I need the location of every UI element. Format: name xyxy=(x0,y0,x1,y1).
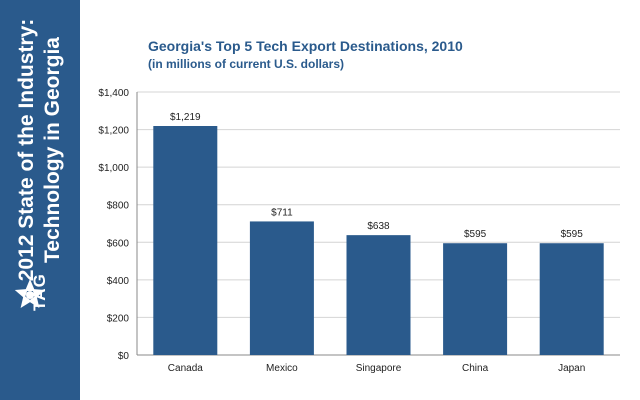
x-tick-label: China xyxy=(462,363,489,374)
chart-title: Georgia's Top 5 Tech Export Destinations… xyxy=(148,38,463,54)
data-label: $638 xyxy=(367,221,390,232)
sidebar: 2012 State of the Industry: Technology i… xyxy=(0,0,80,400)
bar xyxy=(249,221,314,355)
chart-subtitle: (in millions of current U.S. dollars) xyxy=(148,57,345,71)
data-label: $595 xyxy=(464,229,487,240)
y-tick-label: $400 xyxy=(107,276,130,287)
y-tick-label: $200 xyxy=(107,313,130,324)
x-tick-label: Mexico xyxy=(266,363,298,374)
bar xyxy=(539,243,604,355)
data-label: $1,219 xyxy=(170,112,201,123)
bar xyxy=(346,235,411,355)
x-tick-label: Singapore xyxy=(356,363,402,374)
y-tick-label: $0 xyxy=(118,351,130,362)
bar xyxy=(443,243,508,355)
y-tick-label: $1,200 xyxy=(98,126,129,137)
y-tick-label: $800 xyxy=(107,201,130,212)
data-label: $711 xyxy=(271,207,293,218)
y-tick-label: $1,400 xyxy=(98,88,129,99)
y-tick-label: $1,000 xyxy=(98,163,129,174)
y-tick-label: $600 xyxy=(107,238,130,249)
data-label: $595 xyxy=(561,229,584,240)
x-tick-label: Japan xyxy=(558,363,585,374)
bar xyxy=(153,126,218,356)
tag-logo-icon xyxy=(14,279,46,308)
x-tick-label: Canada xyxy=(168,363,203,374)
